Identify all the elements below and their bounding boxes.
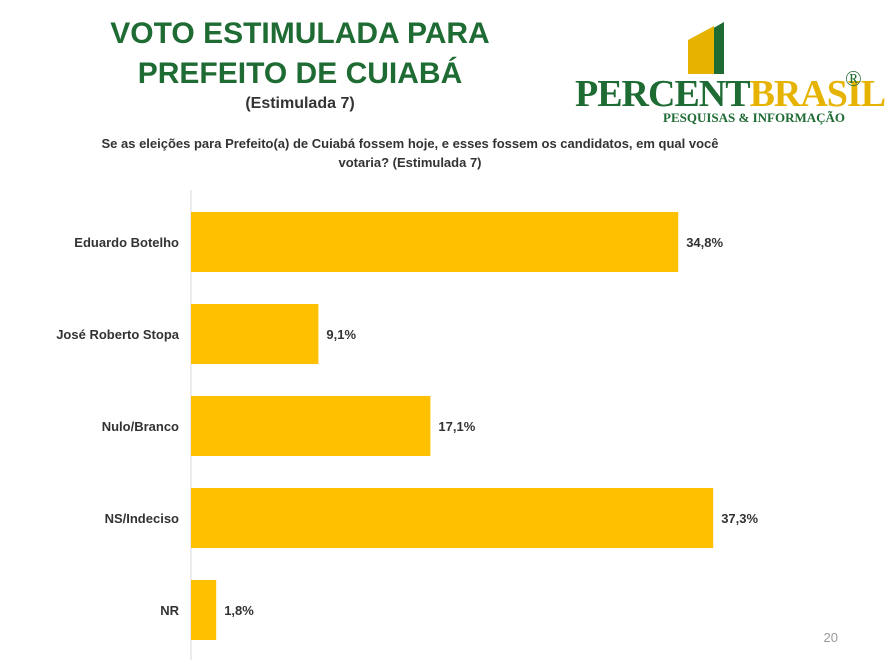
title-line-1: VOTO ESTIMULADA PARA — [110, 17, 490, 50]
registered-mark: ® — [845, 66, 862, 91]
bar — [191, 488, 714, 548]
title-line-2: PREFEITO DE CUIABÁ — [137, 57, 463, 90]
bar — [191, 212, 679, 272]
bar — [191, 304, 319, 364]
logo-word-percent: PERCENT — [575, 73, 751, 115]
logo-word-brasil: BRASIL — [749, 73, 886, 115]
survey-question: Se as eleições para Prefeito(a) de Cuiab… — [70, 134, 750, 172]
page-number: 20 — [823, 630, 838, 645]
data-label: 37,3% — [721, 511, 758, 526]
chart-title: VOTO ESTIMULADA PARA PREFEITO DE CUIABÁ — [60, 14, 540, 94]
percentbrasil-logo: PERCENTBRASIL ® PESQUISAS & INFORMAÇÃO — [575, 22, 886, 132]
category-label: Nulo/Branco — [102, 419, 179, 434]
data-label: 34,8% — [686, 235, 723, 250]
logo-tagline: PESQUISAS & INFORMAÇÃO — [663, 110, 846, 125]
data-label: 17,1% — [438, 419, 475, 434]
chart-subtitle: (Estimulada 7) — [245, 95, 355, 112]
bar — [191, 396, 431, 456]
data-label: 1,8% — [224, 603, 254, 618]
question-line-2: votaria? (Estimulada 7) — [338, 155, 482, 170]
category-label: Eduardo Botelho — [74, 235, 179, 250]
category-label: José Roberto Stopa — [56, 327, 180, 342]
data-label: 9,1% — [326, 327, 356, 342]
category-label: NR — [160, 603, 179, 618]
category-label: NS/Indeciso — [105, 511, 179, 526]
logo-wordmark: PERCENTBRASIL — [575, 72, 886, 116]
bar-chart: Eduardo Botelho 34,8% José Roberto Stopa 9,… — [56, 190, 759, 660]
bar — [191, 580, 217, 640]
question-line-1: Se as eleições para Prefeito(a) de Cuiab… — [101, 136, 719, 151]
logo-flag-icon — [688, 22, 724, 74]
